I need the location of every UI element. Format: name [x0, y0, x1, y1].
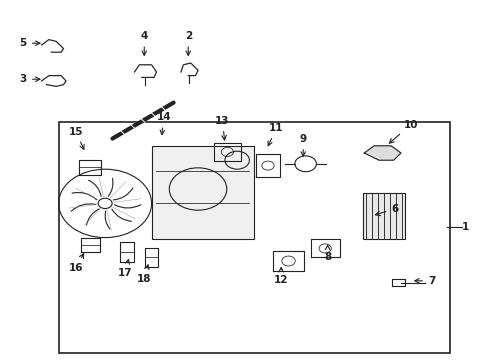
- Text: 2: 2: [184, 31, 191, 55]
- Text: 11: 11: [267, 123, 283, 146]
- Text: 14: 14: [156, 112, 171, 135]
- Text: 16: 16: [68, 254, 83, 273]
- Text: 6: 6: [375, 204, 398, 216]
- Text: 3: 3: [20, 74, 40, 84]
- Text: 12: 12: [273, 267, 288, 285]
- Text: 4: 4: [140, 31, 148, 55]
- Text: 9: 9: [299, 134, 306, 156]
- Text: 17: 17: [117, 260, 132, 278]
- Text: 13: 13: [215, 116, 229, 140]
- Bar: [362, 193, 404, 239]
- Bar: [151, 146, 254, 239]
- Text: 15: 15: [68, 127, 84, 149]
- Text: 10: 10: [388, 120, 417, 143]
- Text: 8: 8: [324, 245, 330, 262]
- Text: 7: 7: [414, 276, 434, 286]
- Text: 1: 1: [461, 222, 468, 232]
- Text: 5: 5: [20, 38, 40, 48]
- Bar: [59, 122, 449, 353]
- Text: 18: 18: [137, 265, 151, 284]
- Polygon shape: [364, 146, 400, 160]
